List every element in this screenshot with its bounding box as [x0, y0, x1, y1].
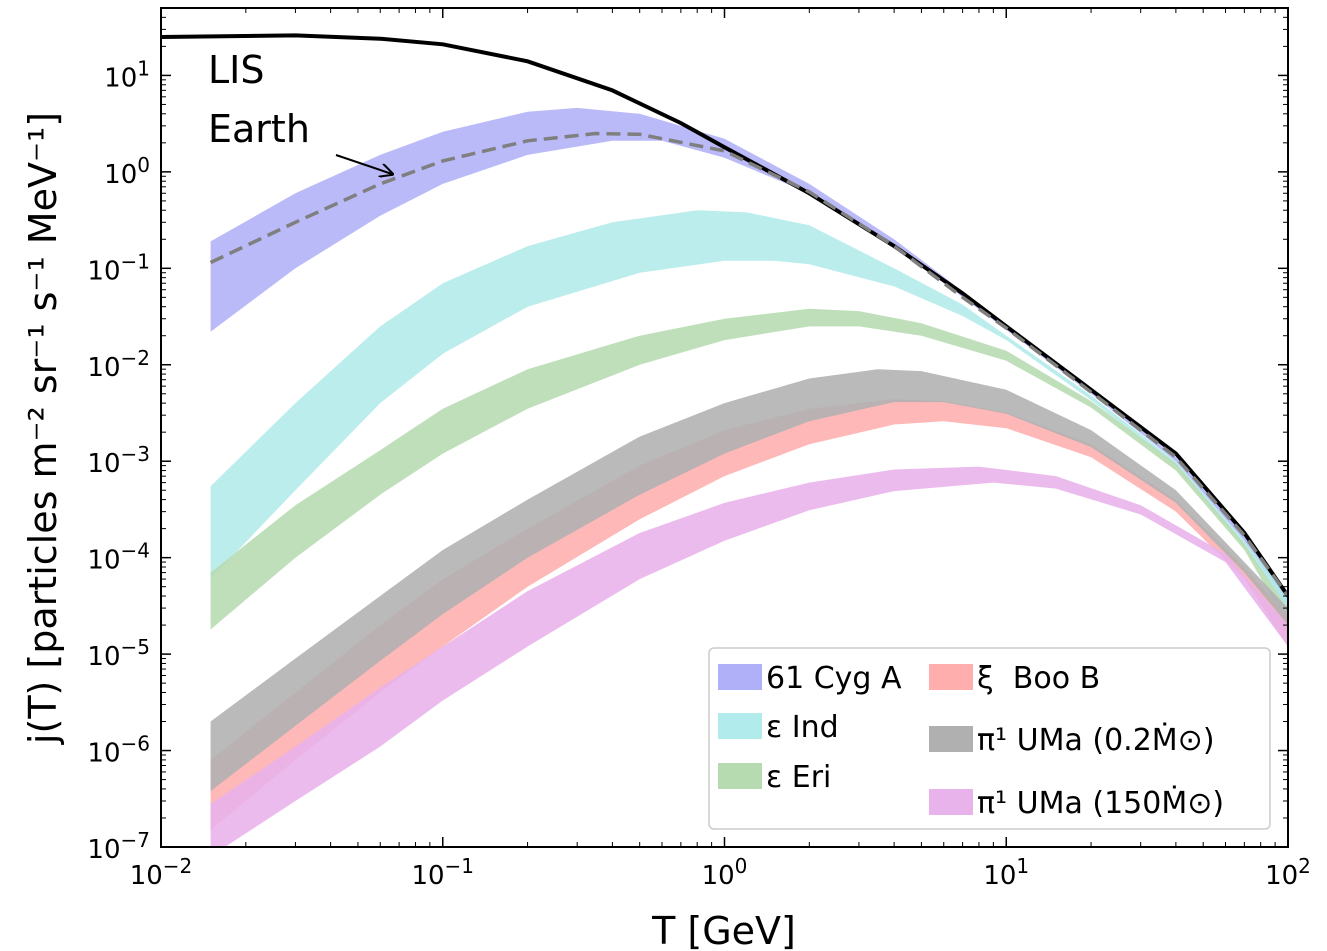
legend: 61 Cyg A ξ Boo B ε Ind π¹ UMa (0.2Ṁ⊙) ε …	[708, 647, 1271, 830]
y-tick-label: 10−3	[87, 442, 150, 479]
y-tick-label: 10−6	[87, 732, 150, 769]
band-2	[210, 210, 1288, 609]
legend-label-pi1-uma-150: π¹ UMa (150Ṁ⊙)	[977, 785, 1224, 821]
legend-label-61-cyg-a: 61 Cyg A	[766, 661, 902, 696]
legend-box	[708, 647, 1271, 830]
plot-frame	[160, 7, 1289, 848]
band-5	[210, 369, 1288, 792]
line-earth	[209, 131, 1288, 598]
x-tick-label: 10−1	[411, 854, 474, 891]
ticklabels-layer: 10−2 10−1 100 101 102 10−7 10−6 10−5 10−4 10−3 10−…	[87, 56, 1310, 891]
y-tick-label: 10−1	[87, 249, 150, 286]
x-tick-label: 102	[1265, 854, 1311, 891]
x-tick-label: 101	[983, 854, 1029, 891]
legend-swatch-xi-boo-b	[929, 664, 973, 690]
y-tick-label: 10−4	[87, 539, 150, 576]
x-tick-label: 10−2	[130, 854, 193, 891]
lis-annotation: LIS	[208, 48, 265, 92]
legend-label-eps-ind: ε Ind	[766, 710, 839, 745]
legend-label-pi1-uma-02: π¹ UMa (0.2Ṁ⊙)	[977, 722, 1215, 758]
y-axis-title: j(T) [particles m⁻² sr⁻¹ s⁻¹ MeV⁻¹]	[21, 112, 65, 745]
legend-swatch-pi1-uma-150	[929, 789, 973, 815]
x-tick-label: 100	[702, 854, 748, 891]
x-axis-title: T [GeV]	[651, 909, 796, 951]
legend-swatch-eps-eri	[718, 763, 762, 789]
y-tick-label: 10−2	[87, 346, 150, 383]
lines-layer	[161, 33, 1288, 598]
line-lis	[161, 33, 1288, 598]
legend-label-eps-eri: ε Eri	[766, 760, 831, 795]
legend-swatch-pi1-uma-02	[929, 726, 973, 752]
legend-label-xi-boo-b: ξ Boo B	[977, 661, 1100, 696]
earth-arrow	[335, 154, 392, 174]
legend-swatch-eps-ind	[718, 713, 762, 739]
y-tick-label: 101	[104, 56, 150, 93]
y-tick-label: 100	[104, 153, 150, 190]
y-tick-label: 10−7	[87, 828, 150, 865]
y-tick-label: 10−5	[87, 635, 150, 672]
legend-swatch-61-cyg-a	[718, 664, 762, 690]
bands-layer	[210, 107, 1288, 847]
earth-annotation: Earth	[208, 107, 310, 151]
